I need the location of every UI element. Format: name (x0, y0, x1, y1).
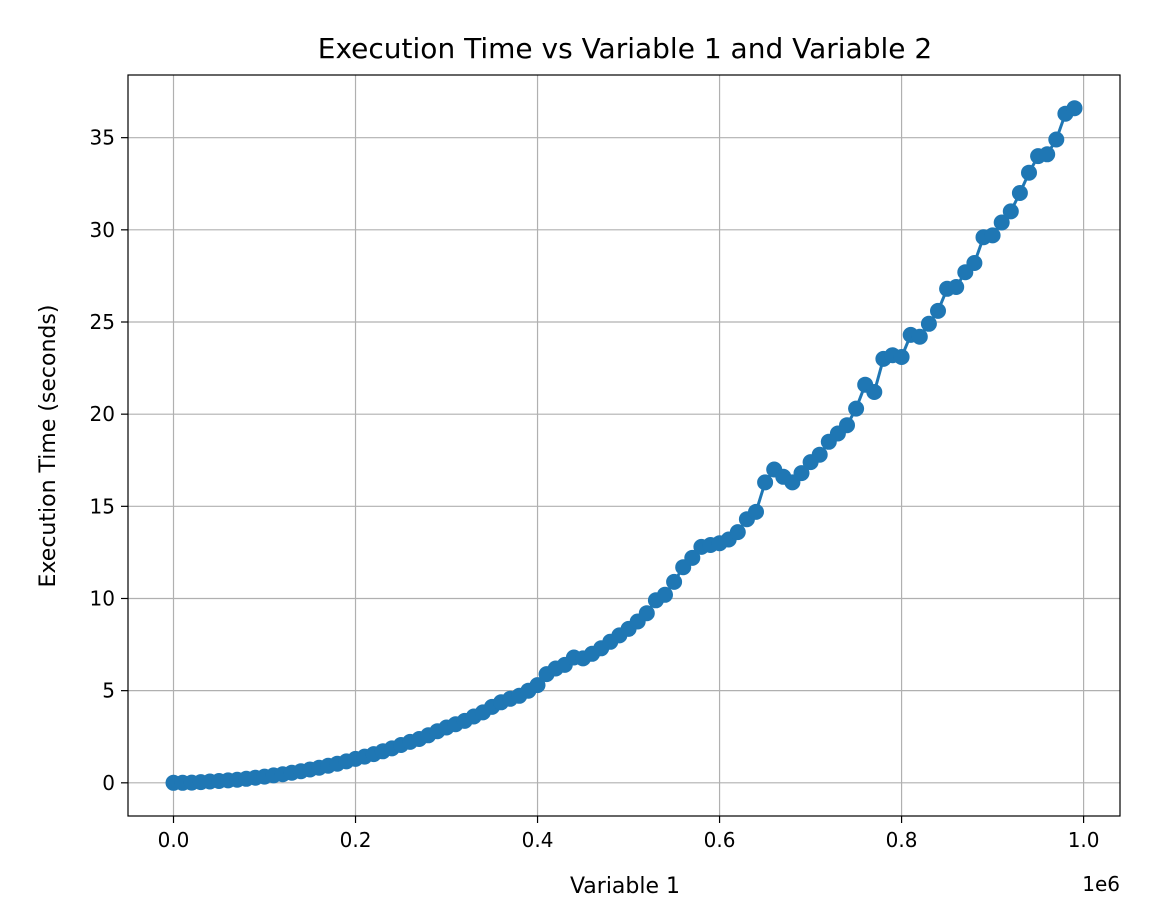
data-point (757, 474, 774, 491)
x-tick-label: 0.8 (886, 828, 918, 852)
y-tick-label: 20 (90, 402, 115, 426)
data-point (529, 677, 546, 694)
data-point (984, 227, 1001, 244)
y-tick-label: 30 (90, 218, 115, 242)
y-tick-label: 25 (90, 310, 115, 334)
y-axis-label: Execution Time (seconds) (36, 305, 61, 588)
data-point (1011, 185, 1028, 201)
data-point (866, 384, 883, 400)
data-point (920, 315, 937, 332)
data-point (948, 279, 965, 295)
y-tick-label: 0 (102, 771, 115, 795)
data-point (729, 524, 746, 541)
x-tick-label: 0.6 (704, 828, 736, 852)
ticks: 0.0 0.2 0.4 0.6 0.8 1.0 0 5 10 15 20 25 30 35 (90, 126, 1100, 852)
data-point (657, 586, 673, 603)
chart-title: Execution Time vs Variable 1 and Variabl… (318, 32, 932, 65)
data-point (848, 400, 865, 417)
y-tick-label: 15 (90, 494, 115, 518)
plot-frame (127, 74, 1121, 817)
x-tick-label: 0.0 (158, 828, 190, 852)
x-tick-label: 0.2 (340, 828, 372, 852)
y-tick-label: 10 (90, 586, 115, 610)
data-point (966, 255, 983, 271)
data-point (911, 328, 928, 345)
data-point (839, 417, 855, 434)
data-point (684, 549, 701, 566)
data-point (1021, 164, 1037, 181)
data-point (748, 503, 764, 520)
y-tick-label: 5 (102, 679, 115, 703)
data-point (1039, 146, 1056, 163)
data-point (893, 349, 910, 365)
data-point (1066, 100, 1083, 117)
x-tick-label: 0.4 (522, 828, 554, 852)
data-point (811, 446, 828, 463)
data-point (993, 214, 1010, 231)
data-point (1002, 203, 1019, 220)
x-axis-label: Variable 1 (570, 874, 680, 899)
x-axis-offset-label: 1e6 (1082, 872, 1120, 896)
y-tick-label: 35 (90, 126, 115, 150)
data-point (638, 605, 655, 622)
data-point (1048, 131, 1065, 148)
data-point (666, 573, 683, 590)
data-point (930, 302, 946, 319)
grid (128, 75, 1120, 816)
data-point (793, 465, 810, 482)
x-tick-label: 1.0 (1068, 828, 1100, 852)
series-layer (165, 100, 1083, 791)
